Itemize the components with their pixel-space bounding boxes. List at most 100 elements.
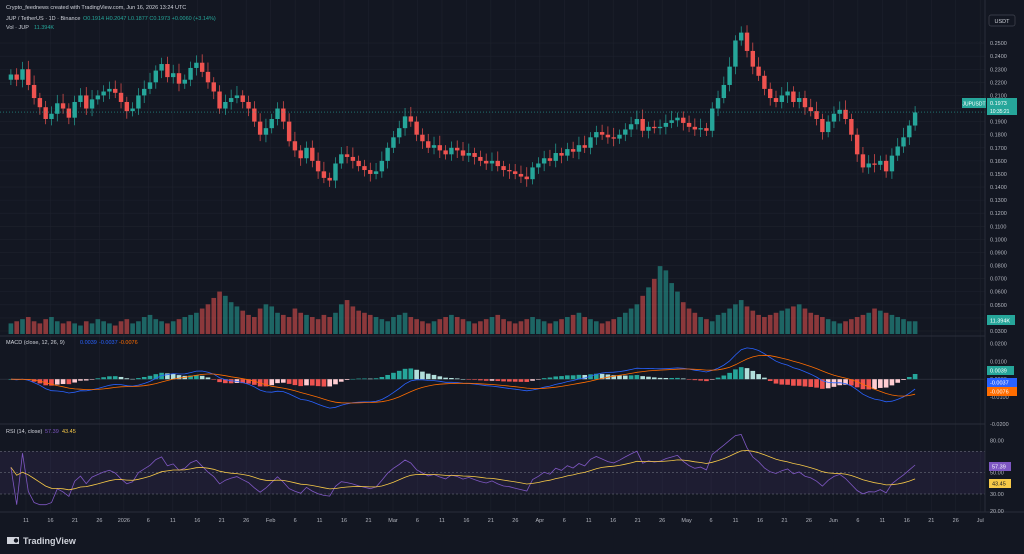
volume-bar — [814, 314, 819, 334]
candle-body — [628, 124, 634, 130]
candle-body — [26, 69, 31, 85]
volume-bar — [692, 312, 698, 334]
macd-histogram-bar — [385, 374, 390, 380]
volume-value: 11.394K — [34, 25, 54, 31]
rsi-tag-value — [989, 462, 1011, 471]
volume-bar — [66, 321, 72, 334]
candle-body — [710, 108, 715, 131]
volume-bars — [8, 266, 918, 334]
countdown-text: 10:35:21 — [990, 109, 1010, 115]
macd-histogram-bar — [443, 377, 448, 380]
price-tick-label: 0.1900 — [990, 120, 1007, 126]
macd-histogram-bar — [837, 379, 843, 386]
candle-body — [321, 171, 327, 178]
candle-body — [599, 132, 605, 135]
volume-bar — [309, 317, 315, 334]
candle-body — [315, 160, 321, 172]
macd-histogram-bar — [159, 372, 164, 380]
volume-label: Vol · JUP — [6, 25, 29, 31]
candle-body — [437, 145, 443, 151]
macd-histogram-bar — [153, 374, 159, 380]
macd-histogram-bar — [536, 379, 541, 380]
macd-histogram-bar — [72, 379, 77, 383]
candle-body — [785, 91, 790, 96]
price-tick-label: 0.0300 — [990, 329, 1007, 335]
candle-body — [420, 134, 425, 142]
time-tick-label: 16 — [194, 518, 200, 524]
volume-bar — [269, 306, 275, 334]
macd-value-3: -0.0076 — [119, 340, 138, 346]
time-tick-label: 26 — [953, 518, 959, 524]
candle-body — [605, 134, 611, 138]
price-tick-label: 0.2400 — [990, 54, 1007, 60]
time-tick-label: 21 — [72, 518, 78, 524]
macd-histogram-bar — [767, 379, 773, 382]
candle-body — [536, 163, 541, 168]
candle-body — [159, 64, 164, 71]
volume-bar — [252, 317, 257, 334]
macd-histogram-bar — [588, 374, 593, 380]
macd-histogram-bar — [402, 368, 408, 380]
candle-body — [449, 147, 454, 155]
macd-histogram-bar — [263, 379, 269, 387]
macd-histogram-bar — [246, 379, 251, 384]
rsi-value-1: 57.39 — [45, 429, 59, 435]
volume-bar — [31, 321, 37, 334]
volume-bar — [738, 300, 744, 334]
rsi-axis[interactable]: 80.00 50.00 30.00 20.00 — [990, 439, 1004, 515]
candle-body — [356, 160, 361, 167]
volume-bar — [530, 317, 535, 334]
macd-histogram-bar — [912, 373, 918, 380]
volume-bar — [130, 323, 135, 334]
candle-body — [466, 153, 471, 156]
currency-button[interactable] — [988, 14, 1016, 27]
macd-histogram-bar — [112, 376, 118, 380]
candle-body — [414, 121, 419, 135]
candle-body — [402, 116, 408, 129]
macd-histogram-bar — [808, 379, 814, 387]
macd-histogram-bar — [414, 369, 419, 380]
volume-bar — [240, 310, 246, 334]
volume-bar — [396, 314, 402, 334]
macd-histogram-bar — [315, 379, 321, 387]
volume-bar — [124, 319, 130, 334]
macd-histogram-bar — [698, 379, 703, 381]
volume-bar — [843, 321, 848, 334]
time-axis[interactable]: 11 16 21 26 2026 6 11 16 21 26 Feb 6 11 16 21 Mar 6 11 16 2… — [23, 518, 984, 524]
candle-body — [350, 156, 356, 161]
time-tick-label: 11 — [879, 518, 885, 524]
macd-histogram-bar — [773, 379, 779, 384]
volume-bar — [872, 308, 877, 334]
candle-body — [721, 84, 727, 99]
macd-histogram-bar — [49, 379, 54, 386]
time-tick-label: 21 — [219, 518, 225, 524]
volume-bar — [744, 306, 750, 334]
time-tick-label: 11 — [439, 518, 445, 524]
volume-bar — [541, 321, 547, 334]
volume-bar — [501, 319, 506, 334]
volume-bar — [565, 317, 570, 334]
macd-histogram-bar — [779, 379, 785, 385]
macd-label[interactable]: MACD (close, 12, 26, 9) — [6, 340, 65, 346]
macd-histogram-bar — [217, 379, 222, 383]
macd-histogram-bar — [843, 379, 848, 385]
macd-histogram-bar — [802, 379, 808, 387]
candle-body — [820, 118, 825, 133]
volume-bar — [518, 321, 524, 334]
candle-body — [878, 160, 883, 165]
price-tick-label: 0.0800 — [990, 264, 1007, 270]
footer-brand: TradingView — [23, 536, 77, 546]
candle-body — [808, 107, 813, 112]
price-axis[interactable]: 0.25000.24000.23000.22000.21000.20000.19… — [990, 41, 1007, 335]
candle-body — [205, 71, 211, 83]
volume-bar — [762, 317, 767, 334]
volume-bar — [733, 304, 738, 334]
candle-body — [553, 153, 558, 161]
rsi-label[interactable]: RSI (14, close) — [6, 429, 43, 435]
symbol-text[interactable]: JUP / TetherUS · 1D · Binance — [6, 16, 80, 22]
price-tick-label: 0.1400 — [990, 185, 1007, 191]
volume-bar — [54, 321, 60, 334]
volume-bar — [298, 312, 304, 334]
time-tick-label: 21 — [928, 518, 934, 524]
